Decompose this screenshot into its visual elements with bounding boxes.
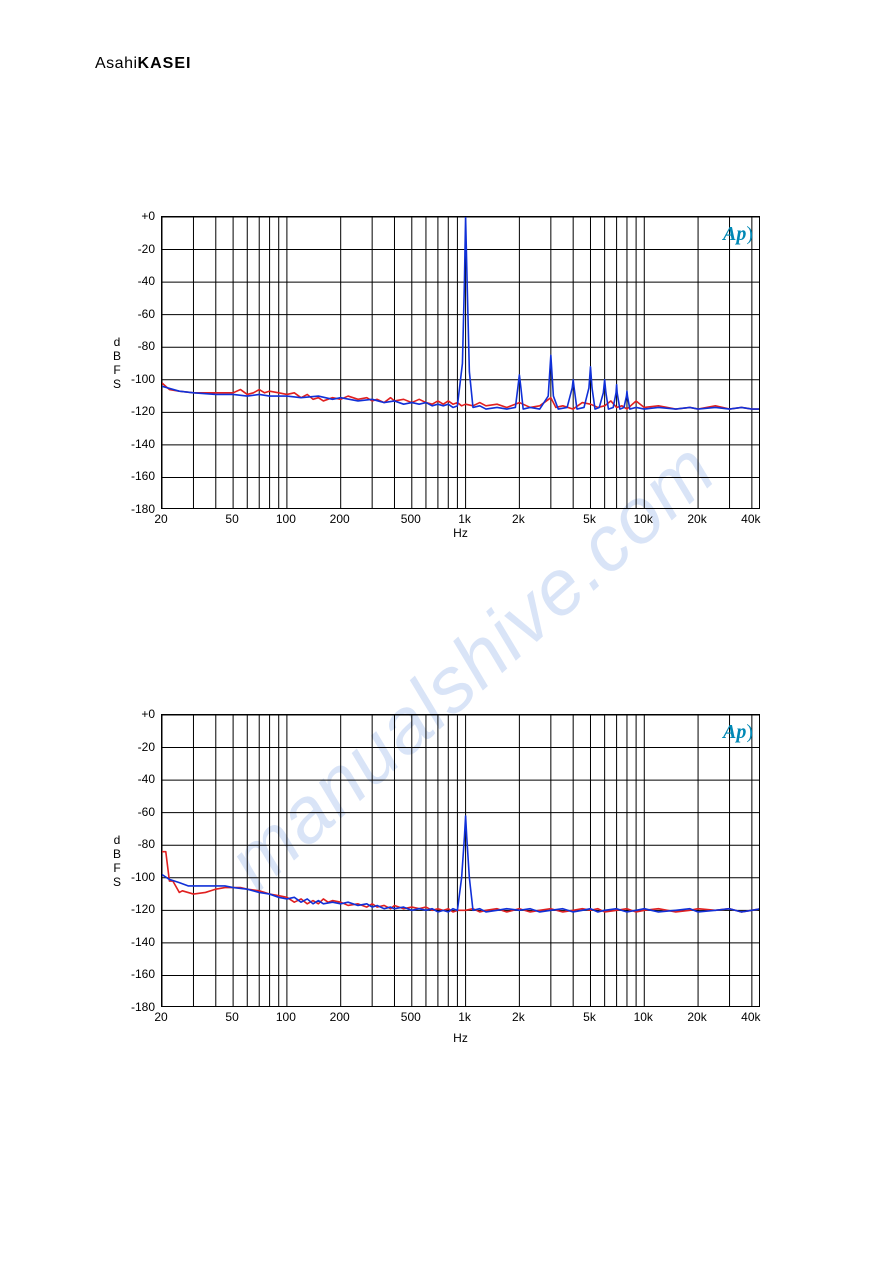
brand-logo: AsahiKASEI — [95, 55, 191, 73]
chart-svg — [162, 715, 760, 1007]
x-tick-label: 20k — [682, 512, 712, 526]
y-tick-label: -60 — [123, 805, 155, 819]
y-tick-label: -120 — [123, 902, 155, 916]
y-axis-label: d B F S — [113, 335, 121, 391]
x-tick-label: 20k — [682, 1010, 712, 1024]
x-axis-label: Hz — [453, 526, 468, 540]
y-tick-label: -80 — [123, 837, 155, 851]
ylab-f: F — [113, 861, 121, 875]
ylab-d: d — [113, 833, 121, 847]
y-tick-label: -20 — [123, 740, 155, 754]
x-tick-label: 20 — [146, 1010, 176, 1024]
x-tick-label: 50 — [217, 1010, 247, 1024]
ylab-s: S — [113, 377, 121, 391]
x-tick-label: 40k — [736, 1010, 766, 1024]
fft-chart-1: d B F S Ap) Hz +0-20-40-60-80-100-120-14… — [161, 216, 760, 509]
ap-logo-icon: Ap) — [723, 223, 753, 246]
x-tick-label: 200 — [325, 1010, 355, 1024]
x-tick-label: 100 — [271, 1010, 301, 1024]
brand-light: Asahi — [95, 55, 138, 72]
x-tick-label: 50 — [217, 512, 247, 526]
x-tick-label: 500 — [396, 512, 426, 526]
plot-area: Ap) — [161, 216, 760, 509]
y-tick-label: -80 — [123, 339, 155, 353]
x-tick-label: 1k — [450, 1010, 480, 1024]
ylab-s: S — [113, 875, 121, 889]
y-tick-label: -140 — [123, 935, 155, 949]
y-tick-label: -20 — [123, 242, 155, 256]
y-tick-label: -140 — [123, 437, 155, 451]
y-tick-label: -60 — [123, 307, 155, 321]
x-tick-label: 2k — [503, 1010, 533, 1024]
plot-area: Ap) — [161, 714, 760, 1007]
ylab-b: B — [113, 847, 121, 861]
y-tick-label: +0 — [123, 707, 155, 721]
brand-bold: KASEI — [138, 55, 192, 72]
y-tick-label: +0 — [123, 209, 155, 223]
chart-svg — [162, 217, 760, 509]
x-tick-label: 5k — [574, 512, 604, 526]
x-axis-label: Hz — [453, 1031, 468, 1045]
x-tick-label: 500 — [396, 1010, 426, 1024]
y-tick-label: -160 — [123, 469, 155, 483]
y-tick-label: -120 — [123, 404, 155, 418]
x-tick-label: 5k — [574, 1010, 604, 1024]
x-tick-label: 40k — [736, 512, 766, 526]
y-tick-label: -160 — [123, 967, 155, 981]
x-tick-label: 10k — [628, 1010, 658, 1024]
ap-logo-icon: Ap) — [723, 721, 753, 744]
y-axis-label: d B F S — [113, 833, 121, 889]
page: AsahiKASEI manualshive.com d B F S Ap) H… — [0, 0, 893, 1263]
ylab-d: d — [113, 335, 121, 349]
fft-chart-2: d B F S Ap) Hz +0-20-40-60-80-100-120-14… — [161, 714, 760, 1007]
y-tick-label: -40 — [123, 274, 155, 288]
ylab-f: F — [113, 363, 121, 377]
y-tick-label: -100 — [123, 372, 155, 386]
x-tick-label: 2k — [503, 512, 533, 526]
y-tick-label: -40 — [123, 772, 155, 786]
x-tick-label: 10k — [628, 512, 658, 526]
ylab-b: B — [113, 349, 121, 363]
x-tick-label: 20 — [146, 512, 176, 526]
x-tick-label: 100 — [271, 512, 301, 526]
x-tick-label: 200 — [325, 512, 355, 526]
y-tick-label: -100 — [123, 870, 155, 884]
x-tick-label: 1k — [450, 512, 480, 526]
